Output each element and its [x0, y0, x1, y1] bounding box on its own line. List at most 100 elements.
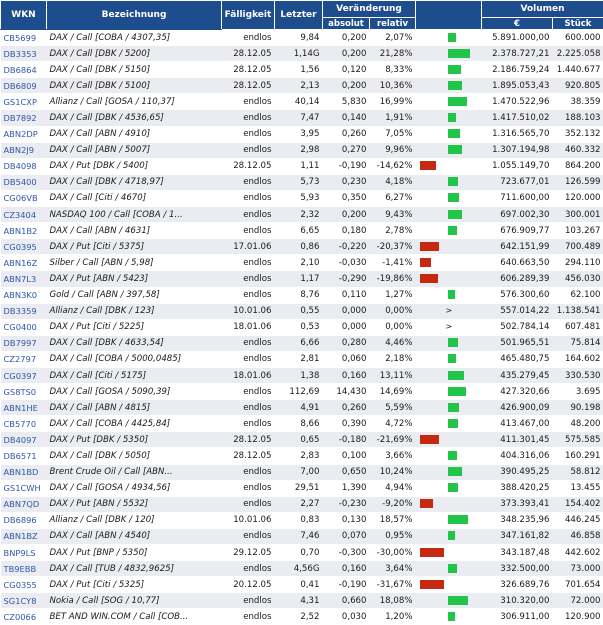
- wkn-link[interactable]: TB9EBB: [1, 561, 47, 577]
- volumen-stueck-cell: 2.225.058: [553, 46, 603, 62]
- change-bar-cell: [416, 255, 482, 271]
- wkn-link[interactable]: ABN1BD: [1, 464, 47, 480]
- wkn-link[interactable]: ABN2DP: [1, 126, 47, 142]
- wkn-link[interactable]: CB5699: [1, 30, 47, 46]
- wkn-link[interactable]: ABN7L3: [1, 271, 47, 287]
- wkn-link[interactable]: DB4097: [1, 432, 47, 448]
- wkn-link[interactable]: GS1CXP: [1, 94, 47, 110]
- header-relativ[interactable]: relativ: [370, 18, 416, 30]
- positive-change-bar: [448, 65, 461, 74]
- faelligkeit-cell: endlos: [222, 223, 275, 239]
- wkn-link[interactable]: ABN16Z: [1, 255, 47, 271]
- wkn-link[interactable]: CG0355: [1, 577, 47, 593]
- wkn-link[interactable]: ABN1HE: [1, 400, 47, 416]
- header-bezeichnung[interactable]: Bezeichnung: [47, 1, 222, 30]
- header-wkn[interactable]: WKN: [1, 1, 47, 30]
- wkn-link[interactable]: ABN1BZ: [1, 528, 47, 544]
- letzter-cell: 40,14: [275, 94, 323, 110]
- wkn-link[interactable]: DB6809: [1, 78, 47, 94]
- absolut-cell: -0,030: [323, 255, 370, 271]
- wkn-link[interactable]: CG0400: [1, 319, 47, 335]
- wkn-link[interactable]: DB6571: [1, 448, 47, 464]
- change-bar-cell: [416, 142, 482, 158]
- change-bar-cell: [416, 190, 482, 206]
- header-stueck[interactable]: Stück: [553, 18, 603, 30]
- wkn-link[interactable]: CB5770: [1, 416, 47, 432]
- bezeichnung-cell: Allianz / Call [DBK / 120]: [47, 512, 222, 528]
- wkn-link[interactable]: CG0395: [1, 239, 47, 255]
- wkn-link[interactable]: ABN1B2: [1, 223, 47, 239]
- header-letzter[interactable]: Letzter: [275, 1, 323, 30]
- wkn-link[interactable]: ABN3K0: [1, 287, 47, 303]
- relativ-cell: 18,57%: [370, 512, 416, 528]
- change-bar-cell: [416, 496, 482, 512]
- wkn-link[interactable]: DB7892: [1, 110, 47, 126]
- wkn-link[interactable]: GS1CWH: [1, 480, 47, 496]
- letzter-cell: 0,83: [275, 512, 323, 528]
- volumen-euro-cell: 606.289,39: [482, 271, 553, 287]
- wkn-link[interactable]: SG1CY8: [1, 593, 47, 609]
- negative-change-bar: [420, 161, 436, 170]
- wkn-link[interactable]: DB5400: [1, 174, 47, 190]
- wkn-link[interactable]: DB7997: [1, 335, 47, 351]
- header-faelligkeit[interactable]: Fälligkeit: [222, 1, 275, 30]
- volumen-stueck-cell: 120.900: [553, 609, 603, 625]
- volumen-euro-cell: 5.891.000,00: [482, 30, 553, 46]
- wkn-link[interactable]: DB6896: [1, 512, 47, 528]
- wkn-link[interactable]: CG0397: [1, 367, 47, 383]
- header-euro[interactable]: €: [482, 18, 553, 30]
- wkn-link[interactable]: DB4098: [1, 158, 47, 174]
- wkn-link[interactable]: BNP9LS: [1, 545, 47, 561]
- wkn-link[interactable]: GS8TS0: [1, 384, 47, 400]
- wkn-link[interactable]: DB6864: [1, 62, 47, 78]
- letzter-cell: 2,83: [275, 448, 323, 464]
- wkn-link[interactable]: DB3359: [1, 303, 47, 319]
- wkn-link[interactable]: CZ3404: [1, 207, 47, 223]
- relativ-cell: 13,11%: [370, 367, 416, 383]
- wkn-link[interactable]: ABN7QD: [1, 496, 47, 512]
- header-absolut[interactable]: absolut: [323, 18, 370, 30]
- wkn-link[interactable]: CG06VB: [1, 190, 47, 206]
- wkn-link[interactable]: ABN2J9: [1, 142, 47, 158]
- wkn-link[interactable]: CZ2797: [1, 351, 47, 367]
- wkn-link[interactable]: DB3353: [1, 46, 47, 62]
- wkn-link[interactable]: CZ0066: [1, 609, 47, 625]
